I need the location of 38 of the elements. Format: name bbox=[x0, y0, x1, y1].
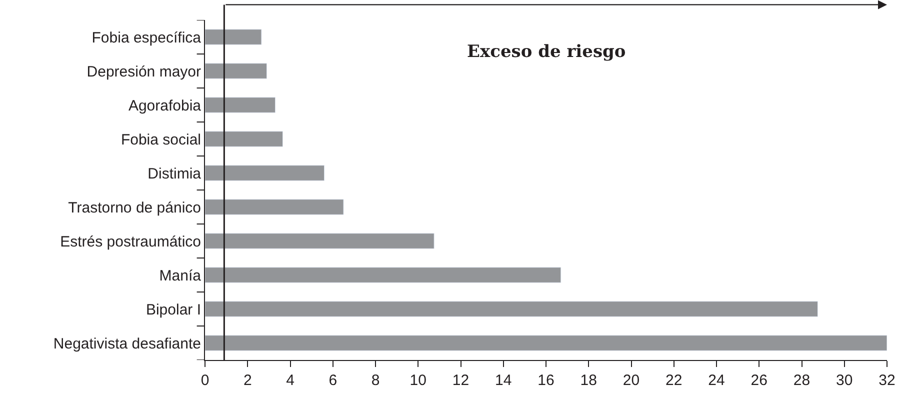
x-tick-label: 10 bbox=[410, 372, 426, 389]
bar bbox=[205, 29, 262, 45]
y-tick-label: Manía bbox=[159, 267, 202, 284]
x-tick-label: 28 bbox=[793, 372, 810, 389]
bar bbox=[205, 165, 325, 181]
bar bbox=[205, 335, 887, 351]
bar bbox=[205, 233, 434, 249]
x-tick-label: 4 bbox=[286, 372, 294, 389]
x-tick-label: 20 bbox=[622, 372, 640, 389]
x-tick-label: 0 bbox=[200, 372, 210, 389]
annotation: Exceso de riesgo bbox=[467, 42, 626, 62]
x-tick-label: 24 bbox=[708, 372, 725, 389]
y-tick-label: Bipolar I bbox=[146, 301, 201, 318]
x-tick-label: 6 bbox=[328, 372, 338, 389]
x-tick-label: 30 bbox=[836, 372, 853, 389]
x-tick-label: 8 bbox=[371, 372, 380, 389]
bar bbox=[205, 131, 284, 147]
bar bbox=[205, 97, 276, 113]
bar bbox=[205, 63, 268, 79]
y-tick-label: Negativista desafiante bbox=[53, 335, 201, 352]
bar bbox=[205, 301, 818, 317]
y-tick-label: Trastorno de pánico bbox=[68, 199, 201, 216]
x-tick-label: 32 bbox=[878, 372, 896, 389]
bar bbox=[205, 199, 344, 215]
x-tick-label: 16 bbox=[538, 372, 554, 389]
x-tick-label: 12 bbox=[452, 372, 470, 389]
x-tick-label: 14 bbox=[495, 372, 512, 389]
bar bbox=[205, 267, 562, 283]
y-tick-label: Agorafobia bbox=[128, 97, 202, 114]
x-tick-label: 26 bbox=[750, 372, 768, 389]
y-tick-label: Depresión mayor bbox=[86, 63, 201, 80]
y-tick-label: Fobia social bbox=[120, 131, 201, 148]
x-tick-label: 18 bbox=[580, 372, 597, 389]
x-tick-label: 2 bbox=[243, 372, 252, 389]
y-tick-label: Fobia específica bbox=[92, 29, 202, 46]
x-tick-label: 22 bbox=[666, 372, 682, 389]
y-tick-label: Distimia bbox=[148, 165, 202, 182]
y-tick-label: Estrés postraumático bbox=[60, 233, 201, 250]
